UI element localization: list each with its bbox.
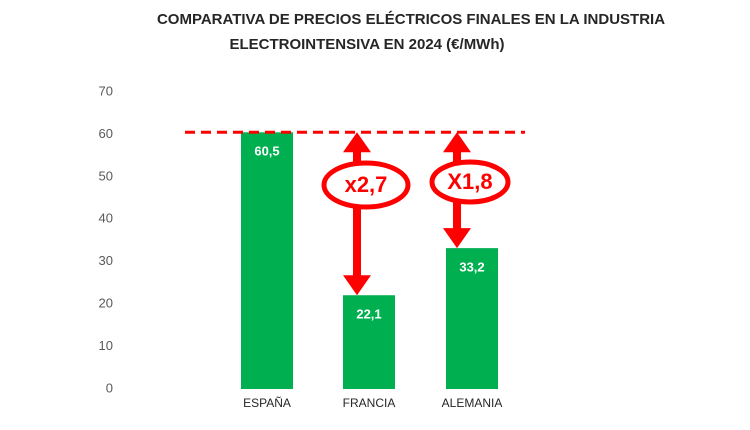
arrow-head	[343, 132, 371, 153]
x-tick-label: FRANCIA	[343, 396, 396, 410]
annotation-ellipse	[321, 160, 411, 210]
y-tick-label: 70	[99, 83, 113, 98]
y-tick-label: 20	[99, 296, 113, 311]
annotation: X1,8	[447, 169, 492, 194]
y-tick-label: 50	[99, 168, 113, 183]
bar	[446, 248, 498, 389]
arrow-head	[443, 132, 471, 153]
value-label: 33,2	[459, 260, 484, 275]
value-label: 60,5	[254, 144, 279, 159]
y-tick-label: 30	[99, 253, 113, 268]
bar	[343, 295, 395, 389]
annotation-ellipse	[429, 159, 511, 205]
arrow-head	[343, 275, 371, 296]
x-tick-label: ESPAÑA	[243, 396, 291, 410]
chart-title: COMPARATIVA DE PRECIOS ELÉCTRICOS FINALE…	[157, 11, 665, 28]
y-tick-label: 40	[99, 211, 113, 226]
y-tick-label: 0	[106, 380, 113, 395]
y-tick-label: 60	[99, 126, 113, 141]
bar	[241, 132, 293, 390]
arrow-head	[443, 228, 471, 249]
y-tick-label: 10	[99, 338, 113, 353]
chart-title: ELECTROINTENSIVA EN 2024 (€/MWh)	[229, 36, 504, 53]
value-label: 22,1	[356, 307, 381, 322]
annotation: x2,7	[345, 172, 388, 197]
arrow-shaft	[353, 150, 361, 278]
x-tick-label: ALEMANIA	[442, 396, 503, 410]
